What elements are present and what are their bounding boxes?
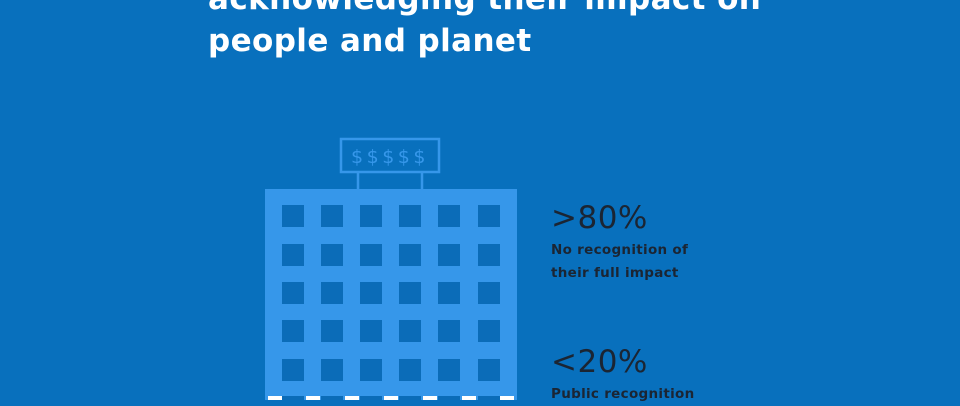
- window-r5-c3: [360, 359, 382, 381]
- window-r2-c2: [321, 244, 343, 266]
- stat-label-high-line-1: No recognition of: [551, 242, 689, 258]
- headline-line-1: acknowledging their impact on: [208, 0, 908, 20]
- window-r5-c4: [399, 359, 421, 381]
- window-r3-c1: [282, 282, 304, 304]
- window-r3-c6: [478, 282, 500, 304]
- window-r1-c1: [282, 205, 304, 227]
- window-r1-c3: [360, 205, 382, 227]
- window-r6-c2: [321, 396, 343, 400]
- window-r6-c1: [282, 396, 304, 400]
- stat-value-high: >80%: [551, 200, 648, 236]
- window-r6-c5: [438, 396, 460, 400]
- window-r6-c3: [360, 396, 382, 400]
- headline-line-2: people and planet: [208, 23, 532, 59]
- window-r3-c4: [399, 282, 421, 304]
- ground-dash-6: [462, 396, 476, 400]
- window-r6-c4: [399, 396, 421, 400]
- ground-strip: [268, 396, 514, 400]
- window-r4-c1: [282, 320, 304, 342]
- stat-no-recognition: >80% No recognition of their full impact: [551, 201, 851, 285]
- ground-dash-7: [500, 396, 514, 400]
- stat-label-high-line-2: their full impact: [551, 265, 679, 281]
- window-r4-c3: [360, 320, 382, 342]
- stat-value-low: <20%: [551, 344, 648, 380]
- ground-dash-2: [306, 396, 320, 400]
- ground-dash-4: [384, 396, 398, 400]
- window-r5-c6: [478, 359, 500, 381]
- building-windows: [282, 205, 500, 400]
- window-r2-c1: [282, 244, 304, 266]
- stat-label-low-line-1: Public recognition: [551, 386, 695, 402]
- window-r2-c6: [478, 244, 500, 266]
- billboard-sign: $$$$$: [339, 137, 441, 174]
- window-r4-c5: [438, 320, 460, 342]
- window-r2-c4: [399, 244, 421, 266]
- window-r4-c4: [399, 320, 421, 342]
- window-r3-c5: [438, 282, 460, 304]
- window-r1-c2: [321, 205, 343, 227]
- building-body: [265, 189, 517, 400]
- window-r6-c6: [478, 396, 500, 400]
- window-r2-c3: [360, 244, 382, 266]
- stat-label-high: No recognition of their full impact: [551, 239, 851, 285]
- window-r2-c5: [438, 244, 460, 266]
- billboard-dollar-signs: $$$$$: [351, 146, 429, 168]
- ground-dash-5: [423, 396, 437, 400]
- ground-dash-3: [345, 396, 359, 400]
- stat-public-recognition: <20% Public recognition: [551, 345, 851, 406]
- window-r5-c2: [321, 359, 343, 381]
- window-r5-c5: [438, 359, 460, 381]
- stat-label-low: Public recognition: [551, 383, 851, 406]
- window-r3-c3: [360, 282, 382, 304]
- ground-dash-1: [268, 396, 282, 400]
- window-r3-c2: [321, 282, 343, 304]
- headline: acknowledging their impact on people and…: [208, 0, 908, 62]
- window-r5-c1: [282, 359, 304, 381]
- window-r1-c5: [438, 205, 460, 227]
- window-r1-c6: [478, 205, 500, 227]
- window-r4-c2: [321, 320, 343, 342]
- window-r1-c4: [399, 205, 421, 227]
- window-r4-c6: [478, 320, 500, 342]
